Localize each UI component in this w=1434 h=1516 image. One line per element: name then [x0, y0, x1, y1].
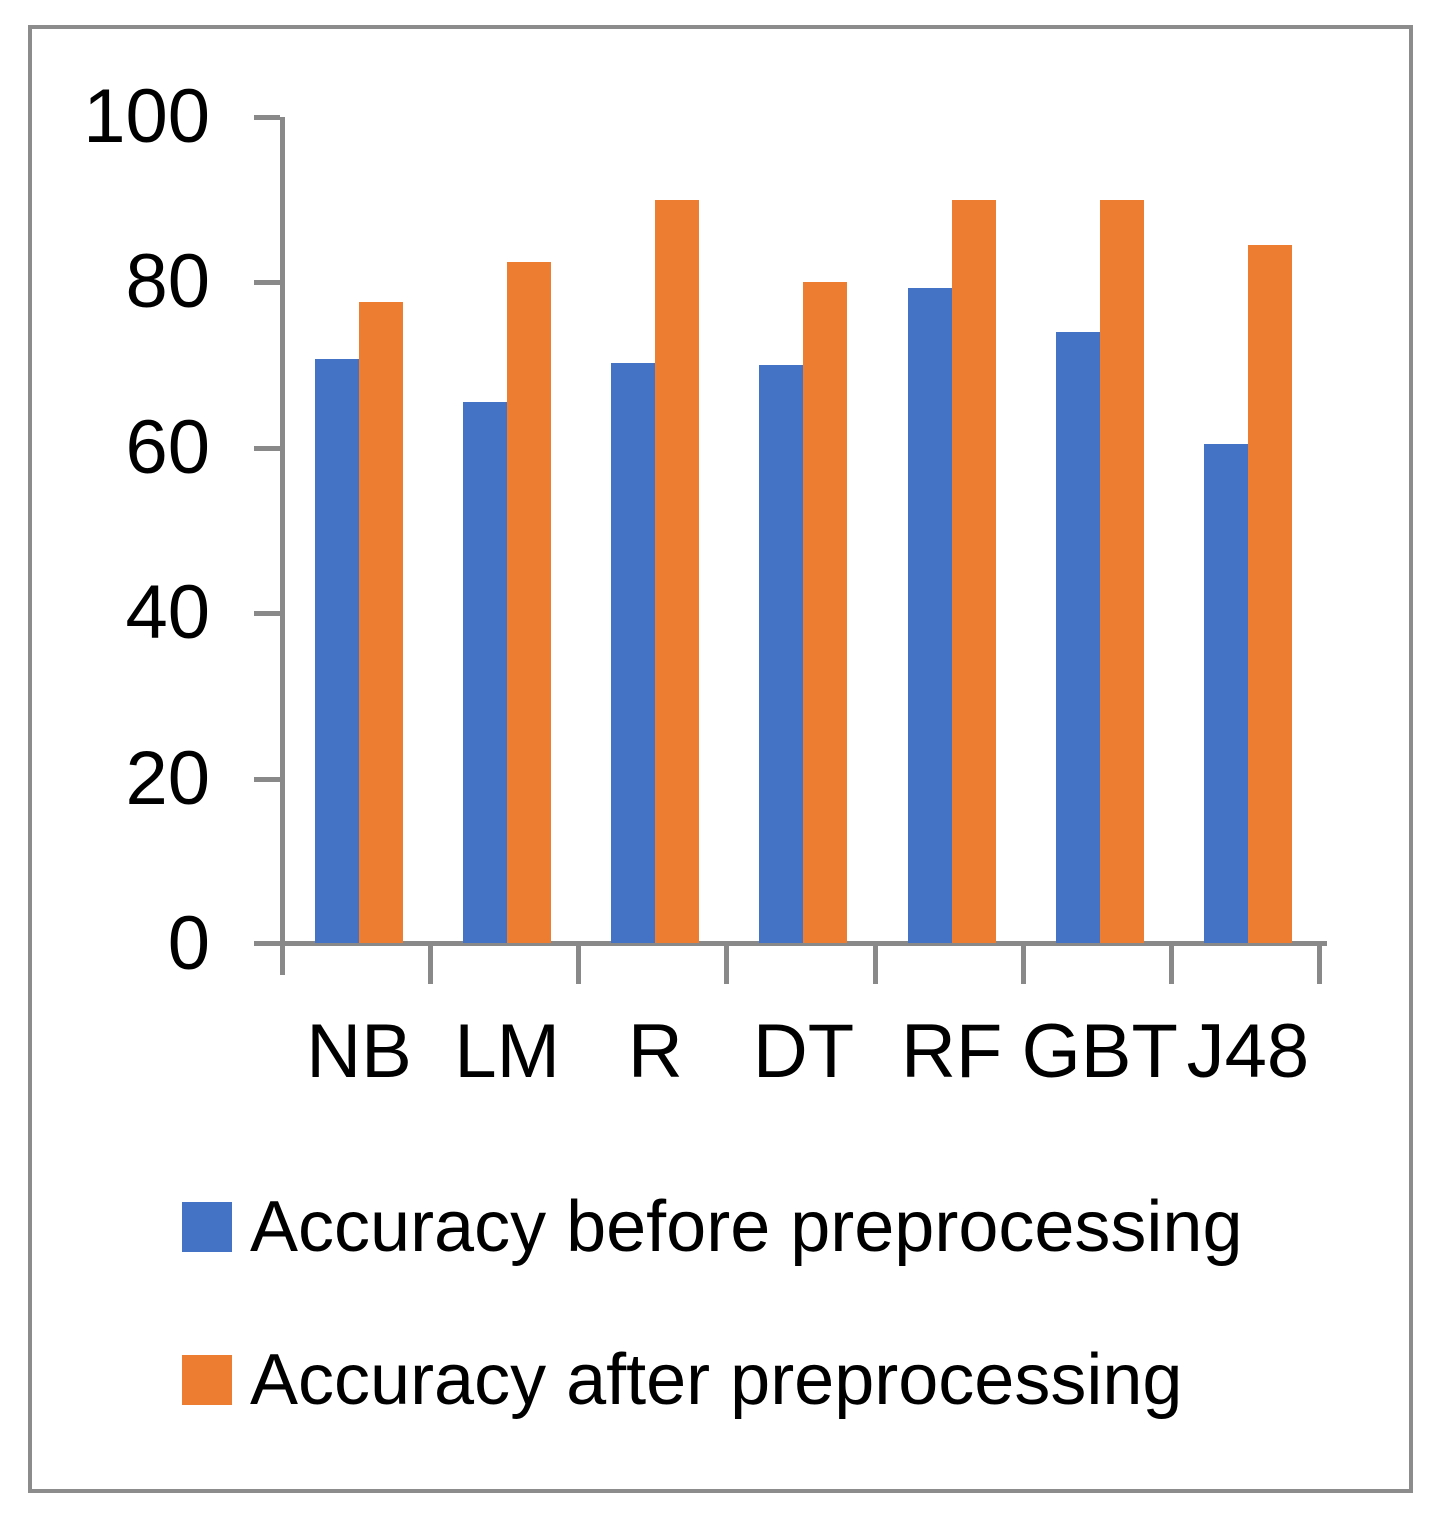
bar-nb-after	[359, 302, 404, 943]
bar-lm-after	[507, 261, 552, 943]
x-category-label: R	[627, 1009, 683, 1094]
legend-swatch-after	[182, 1355, 232, 1405]
x-axis	[254, 941, 1327, 946]
y-tick	[254, 445, 280, 451]
x-tick	[1168, 946, 1174, 984]
y-tick	[254, 280, 280, 286]
y-axis	[280, 117, 285, 975]
bar-r-after	[655, 199, 700, 943]
chart-frame	[28, 25, 1413, 1493]
bar-gbt-before	[1055, 332, 1100, 943]
x-category-label: GBT	[1021, 1009, 1178, 1094]
legend-swatch-before	[182, 1202, 232, 1252]
y-tick-label: 60	[125, 404, 210, 490]
bar-gbt-after	[1099, 199, 1144, 943]
bar-dt-before	[759, 365, 804, 943]
x-tick	[872, 946, 878, 984]
legend-label-after: Accuracy after preprocessing	[250, 1340, 1183, 1420]
bar-r-before	[611, 362, 656, 943]
x-category-label: J48	[1186, 1009, 1310, 1094]
bar-j48-after	[1247, 245, 1292, 943]
bar-rf-before	[907, 288, 952, 943]
y-tick	[254, 115, 280, 120]
y-tick	[254, 776, 280, 782]
y-tick-label: 100	[83, 74, 210, 159]
y-tick-label: 80	[125, 239, 210, 325]
x-category-label: LM	[454, 1009, 560, 1094]
x-tick	[724, 946, 730, 984]
x-tick	[1020, 946, 1026, 984]
bar-nb-before	[315, 359, 360, 943]
y-tick	[254, 611, 280, 617]
x-tick	[576, 946, 582, 984]
y-tick-label: 0	[167, 901, 210, 986]
y-tick-label: 20	[125, 735, 210, 821]
bar-lm-before	[463, 402, 508, 943]
bar-rf-after	[951, 199, 996, 943]
x-category-label: NB	[306, 1009, 412, 1094]
legend-item-before: Accuracy before preprocessing	[182, 1187, 1243, 1267]
x-category-label: RF	[900, 1009, 1003, 1094]
y-tick-label: 40	[125, 570, 210, 656]
x-tick	[1316, 946, 1322, 984]
legend-item-after: Accuracy after preprocessing	[182, 1340, 1183, 1420]
x-category-label: DT	[752, 1009, 855, 1094]
bar-dt-after	[803, 282, 848, 943]
bar-j48-before	[1203, 444, 1248, 943]
x-tick	[428, 946, 434, 984]
legend-label-before: Accuracy before preprocessing	[250, 1187, 1243, 1267]
